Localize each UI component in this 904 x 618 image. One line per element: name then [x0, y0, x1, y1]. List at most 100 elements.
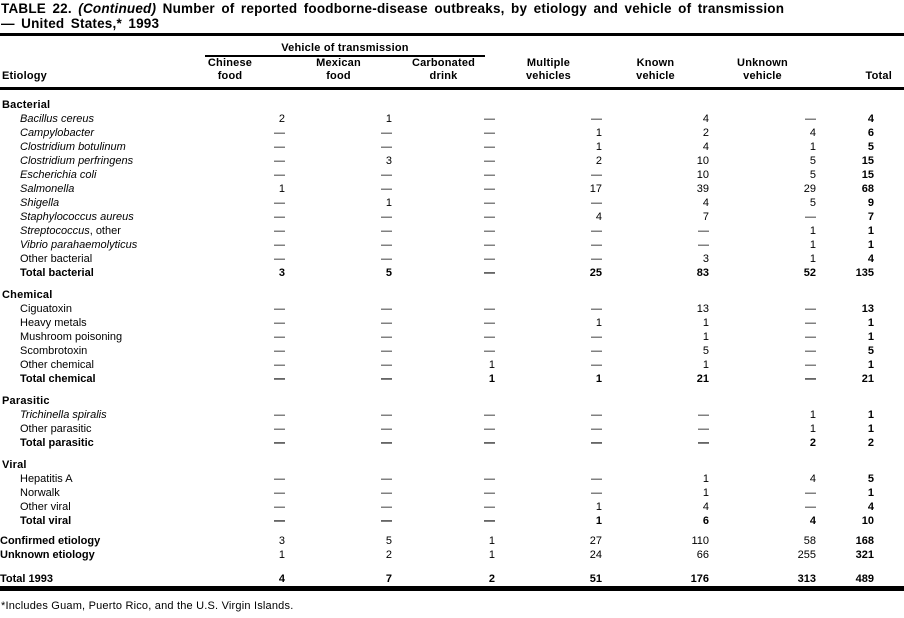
value-cell: — — [484, 437, 495, 449]
title-line2: — United States,* 1993 — [1, 16, 160, 31]
value-cell: 27 — [589, 535, 602, 547]
value-cell: — — [591, 473, 602, 485]
value-cell: 17 — [589, 183, 602, 195]
total-cell: 4 — [867, 501, 874, 513]
total-cell: 9 — [867, 197, 874, 209]
row-label: Total 1993 — [0, 573, 53, 585]
value-cell: 3 — [278, 267, 285, 279]
table-row: Other chemical — — 1 — 1 — 1 — [0, 358, 904, 372]
table-row: Staphylococcus aureus — — — 4 7 — 7 — [0, 210, 904, 224]
value-cell: 1 — [595, 141, 602, 153]
value-cell: — — [591, 487, 602, 499]
value-cell: — — [274, 423, 285, 435]
value-cell: — — [381, 331, 392, 343]
total-cell: 168 — [855, 535, 874, 547]
row-label: Total bacterial — [20, 267, 94, 279]
vehicle-of-transmission-spanner: Vehicle of transmission — [205, 42, 485, 57]
value-cell: 1 — [595, 501, 602, 513]
value-cell: 1 — [809, 253, 816, 265]
value-cell: — — [484, 303, 495, 315]
value-cell: 4 — [702, 113, 709, 125]
row-label: Heavy metals — [20, 317, 87, 329]
row-label: Staphylococcus aureus — [20, 211, 134, 223]
value-cell: — — [274, 239, 285, 251]
value-cell: — — [274, 197, 285, 209]
value-cell: — — [591, 423, 602, 435]
value-cell: 4 — [809, 127, 816, 139]
table-row: Clostridium botulinum — — — 1 4 1 5 — [0, 140, 904, 154]
value-cell: 1 — [488, 549, 495, 561]
value-cell: — — [381, 127, 392, 139]
row-label: Other parasitic — [20, 423, 92, 435]
value-cell: 10 — [696, 155, 709, 167]
value-cell: — — [274, 515, 285, 527]
table-row: Unknown etiology 1 2 1 24 66 255 321 — [0, 548, 904, 562]
value-cell: 1 — [809, 141, 816, 153]
value-cell: — — [484, 515, 495, 527]
value-cell: 110 — [691, 535, 709, 547]
value-cell: — — [274, 169, 285, 181]
total-cell: 1 — [867, 239, 874, 251]
table-row: Norwalk — — — — 1 — 1 — [0, 486, 904, 500]
row-label: Total viral — [20, 515, 72, 527]
value-cell: — — [484, 317, 495, 329]
value-cell: — — [484, 331, 495, 343]
value-cell: — — [484, 197, 495, 209]
value-cell: 4 — [278, 573, 285, 585]
total-cell: 10 — [861, 515, 874, 527]
col-header-chinese-food: Chinese food — [175, 57, 285, 90]
value-cell: — — [274, 211, 285, 223]
value-cell: — — [805, 487, 816, 499]
value-cell: 39 — [696, 183, 709, 195]
row-label: Other viral — [20, 501, 71, 513]
row-label: Salmonella — [20, 183, 75, 195]
value-cell: — — [381, 253, 392, 265]
value-cell: 1 — [809, 423, 816, 435]
section-header-row: Viral — [0, 450, 904, 472]
value-cell: — — [591, 303, 602, 315]
value-cell: — — [484, 169, 495, 181]
section-header: Parasitic — [2, 395, 50, 407]
value-cell: — — [805, 113, 816, 125]
value-cell: 10 — [696, 169, 709, 181]
table-header: Vehicle of transmission Etiology Chinese… — [0, 36, 904, 90]
value-cell: — — [274, 253, 285, 265]
total-cell: 21 — [861, 373, 874, 385]
value-cell: — — [274, 501, 285, 513]
value-cell: 2 — [702, 127, 709, 139]
value-cell: 66 — [696, 549, 709, 561]
total-cell: 68 — [861, 183, 874, 195]
value-cell: — — [381, 487, 392, 499]
total-cell: 5 — [867, 473, 874, 485]
table-row: Trichinella spiralis — — — — — 1 1 — [0, 408, 904, 422]
value-cell: — — [381, 317, 392, 329]
total-cell: 4 — [867, 113, 874, 125]
value-cell: — — [484, 127, 495, 139]
table-row: Clostridium perfringens — 3 — 2 10 5 15 — [0, 154, 904, 168]
table-row: Hepatitis A — — — — 1 4 5 — [0, 472, 904, 486]
value-cell: — — [274, 437, 285, 449]
footnote: *Includes Guam, Puerto Rico, and the U.S… — [1, 600, 294, 612]
value-cell: 52 — [803, 267, 816, 279]
row-label: Scombrotoxin — [20, 345, 88, 357]
value-cell: — — [591, 331, 602, 343]
row-label: Norwalk — [20, 487, 60, 499]
value-cell: — — [274, 373, 285, 385]
row-label: Confirmed etiology — [0, 535, 101, 547]
value-cell: 4 — [702, 141, 709, 153]
table-row: Escherichia coli — — — — 10 5 15 — [0, 168, 904, 182]
col-header-mexican-food: Mexican food — [285, 57, 392, 90]
value-cell: — — [274, 303, 285, 315]
continued-marker: (Continued) — [78, 1, 157, 16]
value-cell: — — [274, 225, 285, 237]
total-cell: 1 — [867, 317, 874, 329]
row-label: Trichinella spiralis — [20, 409, 107, 421]
value-cell: — — [274, 345, 285, 357]
value-cell: — — [591, 409, 602, 421]
total-cell: 489 — [855, 573, 874, 585]
table-row: Total bacterial 3 5 — 25 83 52 135 — [0, 266, 904, 280]
spanner-spacer-right — [495, 36, 904, 57]
value-cell: 7 — [702, 211, 709, 223]
value-cell: — — [591, 113, 602, 125]
